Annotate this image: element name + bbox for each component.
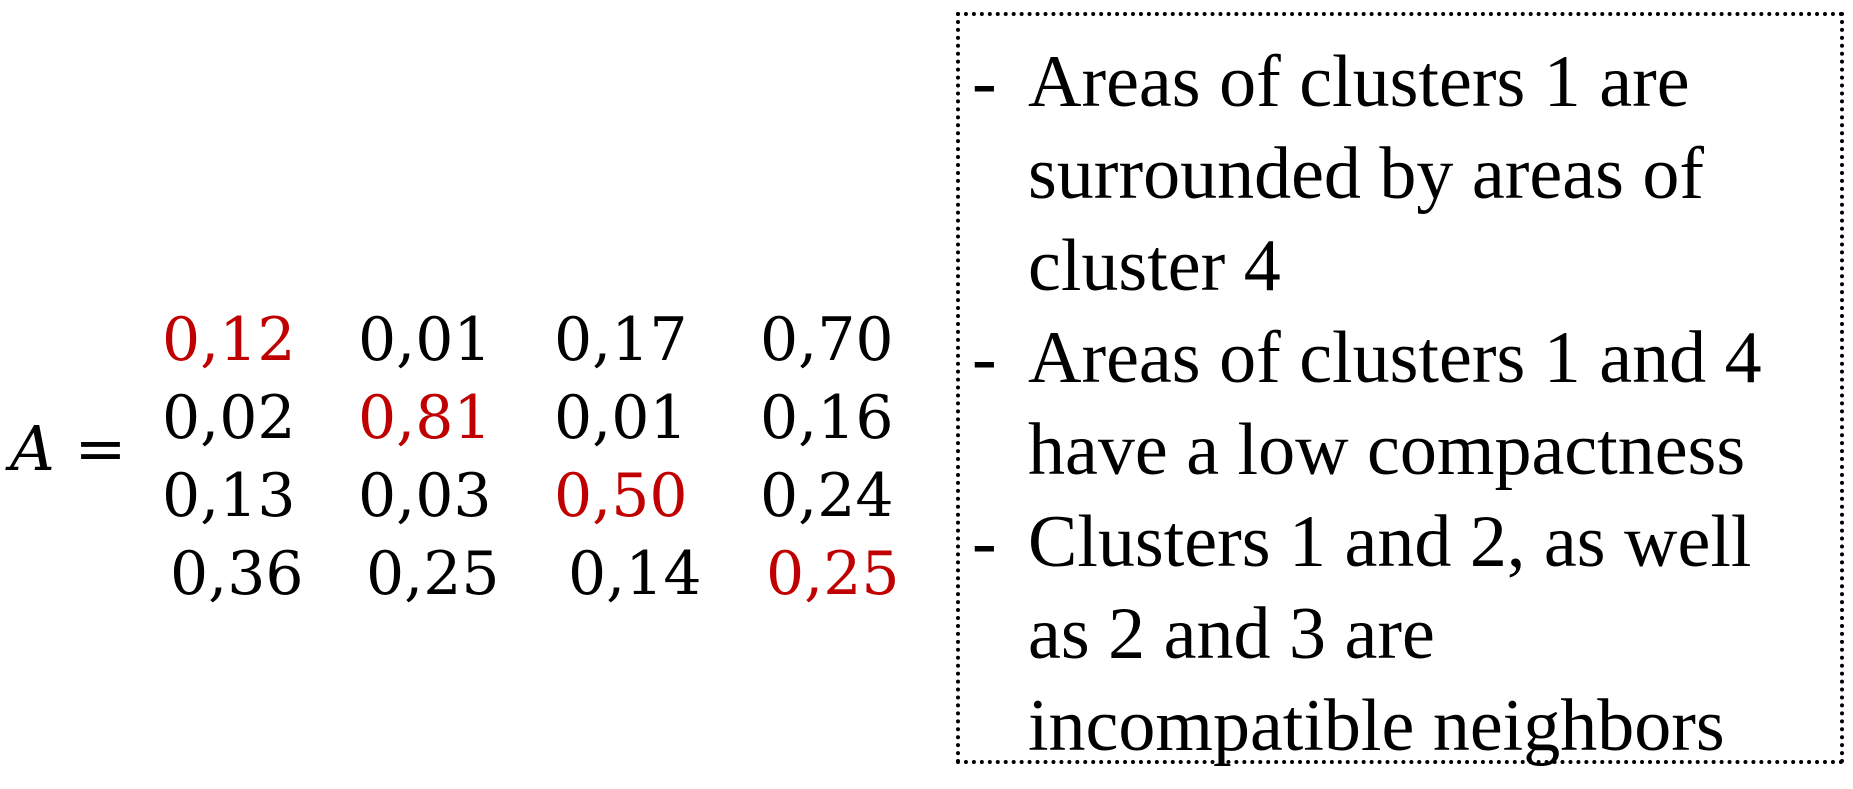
matrix-cell-r4-c3: 0,14 (568, 539, 702, 609)
matrix-cell-r3-c3: 0,50 (554, 461, 688, 531)
note-item: - Clusters 1 and 2, as well as 2 and 3 a… (972, 496, 1828, 772)
note-item: - Areas of clusters 1 and 4 have a low c… (972, 312, 1828, 496)
matrix-variable: A (10, 412, 55, 485)
note-bullet: - (972, 41, 997, 123)
matrix-cell-r1-c3: 0,17 (554, 305, 688, 375)
matrix-cell-r1-c4: 0,70 (760, 305, 894, 375)
notes-list: - Areas of clusters 1 are surrounded by … (972, 36, 1828, 772)
matrix-cell-r1-c1: 0,12 (162, 305, 296, 375)
note-bullet: - (972, 317, 997, 399)
matrix-cell-r3-c2: 0,03 (358, 461, 492, 531)
note-text: Clusters 1 and 2, as well as 2 and 3 are… (1028, 501, 1752, 767)
matrix-cell-r3-c1: 0,13 (162, 461, 296, 531)
matrix-cell-r1-c2: 0,01 (358, 305, 492, 375)
notes-box: - Areas of clusters 1 are surrounded by … (956, 12, 1844, 767)
matrix-cell-r2-c3: 0,01 (554, 383, 688, 453)
matrix-cell-r4-c2: 0,25 (366, 539, 500, 609)
matrix-label: A = (10, 418, 126, 480)
matrix-cell-r3-c4: 0,24 (760, 461, 894, 531)
note-text: Areas of clusters 1 and 4 have a low com… (1028, 317, 1762, 491)
matrix-cell-r2-c2: 0,81 (358, 383, 492, 453)
note-item: - Areas of clusters 1 are surrounded by … (972, 36, 1828, 312)
equals-sign: = (74, 412, 127, 485)
matrix-cell-r4-c4: 0,25 (766, 539, 900, 609)
note-text: Areas of clusters 1 are surrounded by ar… (1028, 41, 1705, 307)
matrix-cell-r2-c4: 0,16 (760, 383, 894, 453)
matrix-cell-r2-c1: 0,02 (162, 383, 296, 453)
matrix-values: 0,12 0,01 0,17 0,70 0,02 0,81 0,01 0,16 … (160, 300, 900, 620)
note-bullet: - (972, 501, 997, 583)
matrix-cell-r4-c1: 0,36 (170, 539, 304, 609)
